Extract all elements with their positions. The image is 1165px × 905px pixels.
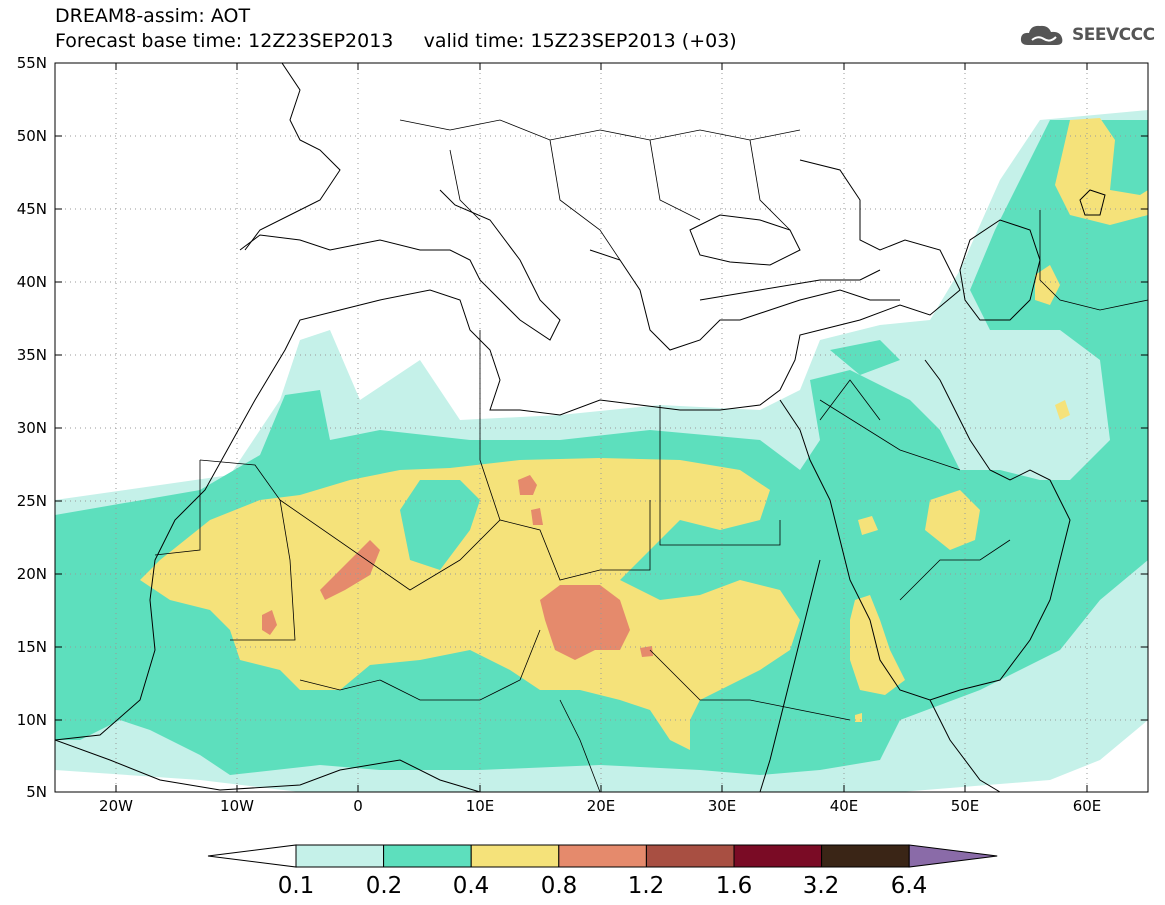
lon-label: 10E	[466, 797, 495, 815]
aot-field	[55, 63, 1148, 792]
lat-label: 20N	[17, 565, 47, 583]
colorbar-arrow-left	[207, 844, 297, 868]
colorbar-arrow-right	[908, 844, 998, 868]
lon-label: 0	[353, 797, 363, 815]
tick-marks	[55, 63, 1148, 792]
colorbar-label: 0.4	[453, 873, 490, 899]
colorbar-label: 0.2	[366, 873, 403, 899]
colorbar-bin	[295, 844, 385, 868]
seevccc-logo: SEEVCCC	[1018, 22, 1155, 48]
lat-label: 10N	[17, 711, 47, 729]
colorbar-bin	[558, 844, 647, 868]
colorbar-bin	[645, 844, 735, 868]
lat-label: 25N	[17, 492, 47, 510]
colorbar	[207, 844, 998, 868]
lon-label: 40E	[830, 797, 859, 815]
logo-text: SEEVCCC	[1072, 25, 1155, 45]
graticule	[55, 63, 1148, 792]
lat-label: 55N	[17, 54, 47, 72]
lon-label: 30E	[708, 797, 737, 815]
aot-level-0.4	[140, 118, 1148, 750]
lat-label: 15N	[17, 638, 47, 656]
lon-label: 20E	[587, 797, 616, 815]
colorbar-bin	[470, 844, 560, 868]
colorbar-bin	[821, 844, 910, 868]
colorbar-bin	[383, 844, 472, 868]
lat-label: 35N	[17, 346, 47, 364]
colorbar-label: 0.8	[541, 873, 578, 899]
longitude-labels: 20W 10W 0 10E 20E 30E 40E 50E 60E	[99, 797, 1101, 815]
lon-label: 20W	[99, 797, 133, 815]
colorbar-label: 1.2	[628, 873, 665, 899]
forecast-times: Forecast base time: 12Z23SEP2013 valid t…	[55, 30, 737, 52]
aot-level-0.8	[262, 475, 653, 660]
map-title: DREAM8-assim: AOT	[55, 5, 251, 27]
cloud-icon	[1020, 25, 1063, 45]
colorbar-bin	[733, 844, 823, 868]
lat-label: 45N	[17, 200, 47, 218]
colorbar-label: 0.1	[278, 873, 315, 899]
colorbar-label: 6.4	[891, 873, 928, 899]
colorbar-labels: 0.1 0.2 0.4 0.8 1.2 1.6 3.2 6.4	[278, 873, 928, 899]
lon-label: 10W	[220, 797, 254, 815]
lat-label: 30N	[17, 419, 47, 437]
lat-label: 5N	[26, 783, 47, 801]
lon-label: 50E	[951, 797, 980, 815]
borders	[154, 119, 1148, 792]
lat-label: 50N	[17, 127, 47, 145]
latitude-labels: 55N 50N 45N 40N 35N 30N 25N 20N 15N 10N …	[17, 54, 47, 801]
colorbar-label: 1.6	[716, 873, 753, 899]
lat-label: 40N	[17, 273, 47, 291]
lon-label: 60E	[1073, 797, 1102, 815]
colorbar-label: 3.2	[803, 873, 840, 899]
